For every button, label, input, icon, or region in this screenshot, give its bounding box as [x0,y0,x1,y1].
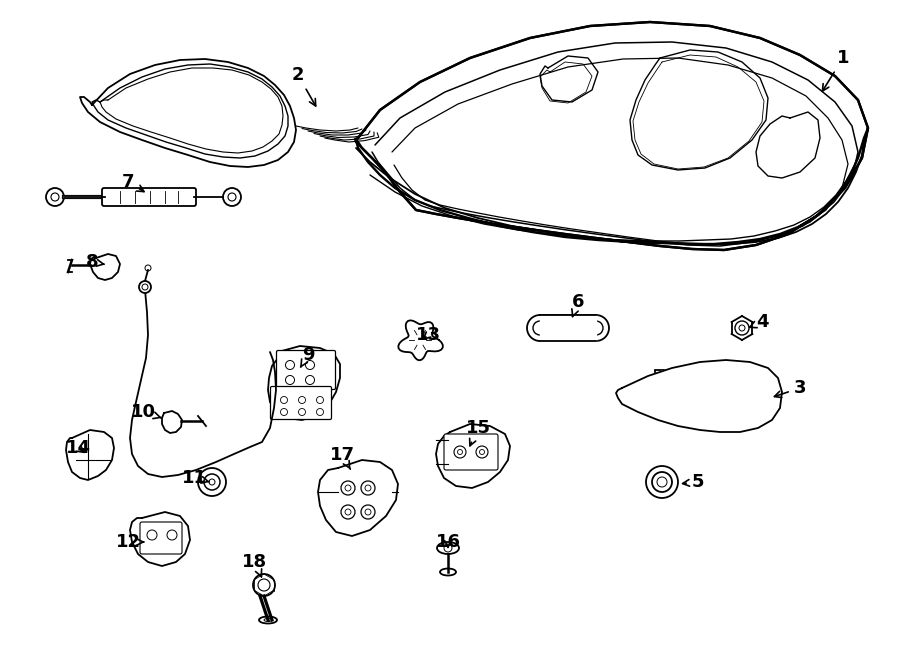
Text: 3: 3 [774,379,806,397]
Text: 11: 11 [182,469,210,487]
Text: 16: 16 [436,533,461,551]
Circle shape [299,397,305,403]
Circle shape [305,375,314,385]
Circle shape [646,466,678,498]
Polygon shape [90,254,120,280]
Circle shape [285,375,294,385]
FancyBboxPatch shape [444,434,498,470]
Text: 7: 7 [122,173,144,192]
Circle shape [253,574,275,596]
Text: 17: 17 [329,446,355,469]
Text: 9: 9 [301,346,314,367]
Circle shape [476,446,488,458]
Circle shape [637,389,659,411]
FancyBboxPatch shape [271,387,331,420]
Ellipse shape [259,617,277,623]
Circle shape [285,360,294,369]
Circle shape [361,481,375,495]
Polygon shape [268,346,340,420]
Circle shape [454,446,466,458]
Circle shape [727,385,749,407]
Polygon shape [130,512,190,566]
Ellipse shape [440,568,456,576]
Text: 18: 18 [242,553,267,577]
Polygon shape [630,50,768,170]
Circle shape [361,505,375,519]
FancyBboxPatch shape [102,188,196,206]
Circle shape [317,397,323,403]
Circle shape [683,385,705,407]
Ellipse shape [437,542,459,554]
Polygon shape [318,460,398,536]
Polygon shape [66,430,114,480]
Text: 2: 2 [292,66,316,106]
Text: 1: 1 [823,49,850,91]
Polygon shape [162,411,182,433]
Text: 4: 4 [750,313,769,331]
Polygon shape [756,112,820,178]
Polygon shape [616,360,782,432]
Text: 10: 10 [130,403,161,421]
Circle shape [198,468,226,496]
Circle shape [281,397,287,403]
FancyBboxPatch shape [276,350,336,389]
Text: 13: 13 [416,326,440,344]
Circle shape [139,281,151,293]
Text: 12: 12 [115,533,144,551]
Bar [655,370,707,386]
Polygon shape [540,315,596,341]
Polygon shape [80,59,296,167]
Text: 5: 5 [682,473,704,491]
Circle shape [281,408,287,416]
Text: 6: 6 [572,293,584,317]
Circle shape [299,408,305,416]
Polygon shape [436,424,510,488]
FancyBboxPatch shape [140,522,182,554]
Circle shape [317,408,323,416]
Circle shape [341,505,355,519]
Polygon shape [540,56,598,102]
Text: 8: 8 [86,253,104,271]
Circle shape [305,360,314,369]
Text: 15: 15 [465,419,491,446]
Circle shape [341,481,355,495]
Text: 14: 14 [66,439,91,457]
Polygon shape [399,321,443,360]
